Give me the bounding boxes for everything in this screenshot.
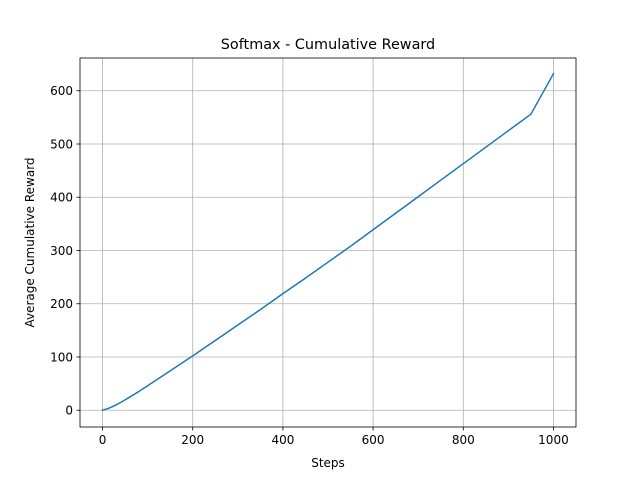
- y-axis-label: Average Cumulative Reward: [23, 157, 37, 327]
- grid: [80, 58, 576, 427]
- plot-frame: [79, 57, 577, 428]
- x-tick-label: 400: [271, 433, 294, 447]
- series-layer: [101, 72, 555, 412]
- x-tick-label: 1000: [538, 433, 569, 447]
- y-tick-label: 400: [50, 191, 73, 205]
- x-tick-label: 0: [99, 433, 107, 447]
- y-tick-label: 300: [50, 244, 73, 258]
- chart-title: Softmax - Cumulative Reward: [221, 37, 435, 53]
- y-tick-label: 500: [50, 137, 73, 151]
- x-tick-label: 200: [181, 433, 204, 447]
- x-tick-label: 600: [362, 433, 385, 447]
- y-tick-label: 100: [50, 350, 73, 364]
- series-line: [101, 72, 555, 412]
- y-tick-label: 600: [50, 84, 73, 98]
- ticks: 0 200 400 600 800 1000 0 100 200 300 400 500 600: [50, 84, 569, 447]
- x-tick-label: 800: [452, 433, 475, 447]
- x-axis-label: Steps: [311, 456, 345, 470]
- y-tick-label: 0: [65, 404, 73, 418]
- y-tick-label: 200: [50, 297, 73, 311]
